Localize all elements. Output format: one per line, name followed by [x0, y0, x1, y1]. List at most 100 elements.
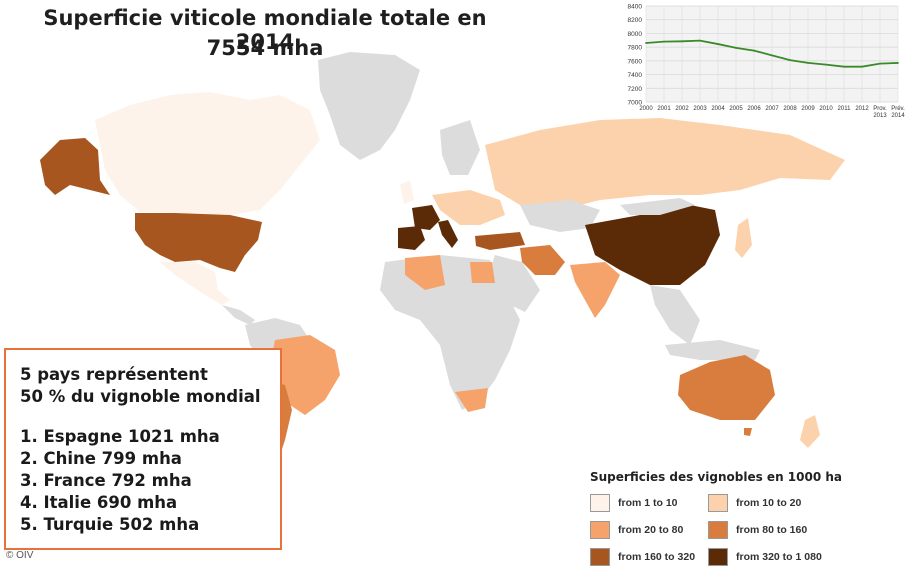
y-tick-label: 7000 — [628, 100, 643, 107]
region-mexico — [160, 262, 230, 305]
legend-swatch — [590, 548, 610, 566]
data-point — [681, 40, 683, 43]
data-point — [789, 59, 791, 62]
region-tasmania — [744, 428, 752, 436]
data-point — [753, 49, 755, 52]
x-tick-label: 2012 — [855, 106, 869, 112]
legend-item-20-80: from 20 to 80 — [590, 521, 708, 539]
x-tick-label: 2007 — [765, 106, 779, 112]
y-tick-label: 8000 — [628, 31, 643, 38]
ranking-item-1: 1. Espagne 1021 mha — [20, 427, 220, 446]
legend-label: from 1 to 10 — [618, 497, 678, 509]
y-tick-label: 8200 — [628, 17, 643, 24]
region-uk — [400, 180, 414, 204]
legend-swatch — [590, 494, 610, 512]
data-point — [843, 65, 845, 68]
legend-swatch — [708, 494, 728, 512]
map-subtitle: 7554 mha — [206, 36, 324, 60]
y-tick-label: 8400 — [628, 4, 643, 11]
data-point — [807, 62, 809, 64]
data-point — [771, 54, 773, 57]
x-tick-label: 2008 — [783, 106, 797, 112]
region-egypt — [470, 262, 495, 283]
data-point — [699, 39, 701, 42]
legend-item-160-320: from 160 to 320 — [590, 548, 708, 566]
region-mongolia — [620, 198, 695, 215]
x-tick-label: Prév. — [891, 106, 905, 112]
region-scandinavia — [440, 120, 480, 175]
ranking-item-3: 3. France 792 mha — [20, 471, 192, 490]
region-alaska — [40, 138, 110, 195]
legend-label: from 320 to 1 080 — [736, 551, 822, 563]
data-point — [735, 46, 737, 49]
x-tick-label: 2011 — [838, 106, 852, 112]
region-turkey — [475, 232, 525, 250]
region-eastern-europe — [432, 190, 505, 225]
region-china — [585, 205, 720, 285]
region-indonesia — [665, 340, 760, 360]
x-tick-label: 2002 — [675, 106, 689, 112]
region-southeast-asia — [650, 285, 700, 345]
data-point — [897, 62, 899, 64]
y-tick-label: 7400 — [628, 72, 643, 79]
legend-label: from 80 to 160 — [736, 524, 808, 536]
legend-title: Superficies des vignobles en 1000 ha — [590, 470, 843, 484]
data-point — [663, 40, 665, 43]
legend-label: from 10 to 20 — [736, 497, 802, 509]
legend-swatch — [708, 548, 728, 566]
legend-label: from 20 to 80 — [618, 524, 684, 536]
map-legend: Superficies des vignobles en 1000 ha fro… — [590, 470, 890, 566]
legend-label: from 160 to 320 — [618, 551, 696, 563]
x-tick-label: 2001 — [657, 106, 671, 112]
area-trend-chart: 7000 7200 7400 7600 7800 8000 8200 8400 2000 2001… — [628, 4, 905, 120]
region-greenland — [318, 52, 420, 160]
x-tick-label: Prov. — [873, 106, 887, 112]
data-point — [861, 65, 863, 68]
y-tick-label: 7800 — [628, 45, 643, 52]
region-south-africa — [455, 388, 488, 412]
region-new-zealand — [800, 415, 820, 448]
x-tick-label: 2013 — [873, 113, 887, 119]
region-russia — [485, 118, 845, 210]
infobox-heading-line1: 5 pays représentent — [20, 365, 208, 384]
region-france — [412, 205, 440, 230]
data-point — [717, 43, 719, 45]
ranking-item-4: 4. Italie 690 mha — [20, 493, 178, 512]
y-tick-label: 7200 — [628, 86, 643, 93]
legend-swatch — [590, 521, 610, 539]
region-usa — [135, 213, 262, 272]
data-point — [825, 63, 827, 66]
region-central-america — [222, 305, 255, 325]
x-tick-label: 2000 — [639, 106, 653, 112]
x-tick-label: 2006 — [747, 106, 761, 112]
ranking-item-5: 5. Turquie 502 mha — [20, 515, 200, 534]
data-point — [879, 62, 881, 65]
region-iran — [520, 245, 565, 275]
region-india — [570, 262, 620, 318]
map-title: Superficie viticole mondiale totale en 2… — [43, 6, 487, 54]
region-italy — [438, 220, 458, 248]
infobox-heading-line2: 50 % du vignoble mondial — [20, 387, 261, 406]
legend-item-320-1080: from 320 to 1 080 — [708, 548, 838, 566]
region-japan — [735, 218, 752, 258]
legend-swatch — [708, 521, 728, 539]
region-algeria — [405, 255, 445, 290]
region-australia — [678, 355, 775, 420]
legend-item-80-160: from 80 to 160 — [708, 521, 838, 539]
legend-item-10-20: from 10 to 20 — [708, 494, 838, 512]
top-countries-box: 5 pays représentent 50 % du vignoble mon… — [4, 348, 282, 550]
region-kazakhstan — [520, 200, 600, 232]
region-canada — [95, 92, 320, 215]
x-tick-label: 2004 — [711, 106, 725, 112]
x-tick-label: 2010 — [819, 106, 833, 112]
x-tick-label: 2003 — [693, 106, 707, 112]
region-africa — [380, 255, 520, 410]
region-spain — [398, 226, 425, 250]
x-tick-label: 2005 — [729, 106, 743, 112]
y-tick-label: 7600 — [628, 58, 643, 65]
ranking-item-2: 2. Chine 799 mha — [20, 449, 182, 468]
legend-item-1-10: from 1 to 10 — [590, 494, 708, 512]
x-tick-label: 2014 — [891, 113, 905, 119]
x-tick-label: 2009 — [801, 106, 815, 112]
data-point — [645, 42, 647, 44]
